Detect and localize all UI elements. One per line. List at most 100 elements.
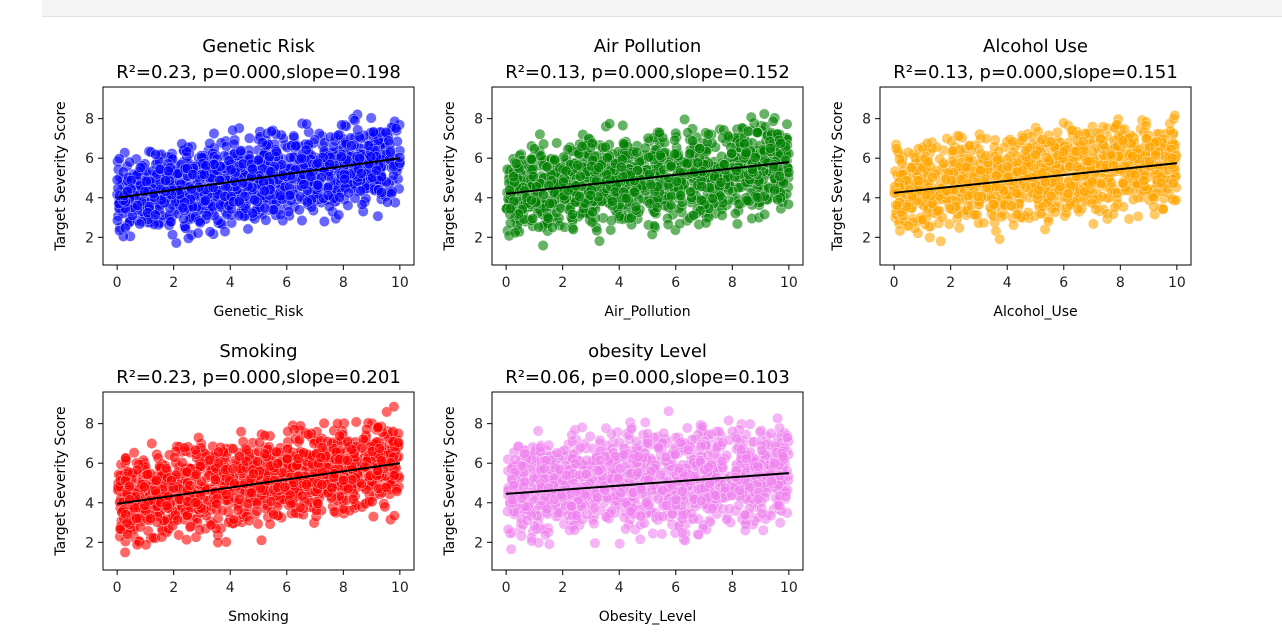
scatter-point bbox=[1129, 169, 1141, 181]
scatter-point bbox=[265, 126, 277, 137]
x-tick-label: 8 bbox=[1116, 275, 1125, 291]
chart-title: Genetic Risk bbox=[202, 36, 315, 57]
scatter-point bbox=[312, 157, 324, 169]
scatter-point bbox=[383, 135, 395, 147]
scatter-point bbox=[1169, 109, 1181, 121]
scatter-point bbox=[322, 189, 334, 201]
scatter-point bbox=[1138, 174, 1150, 186]
scatter-point bbox=[165, 216, 177, 228]
scatter-point bbox=[235, 426, 247, 438]
scatter-point bbox=[150, 149, 162, 160]
scatter-point bbox=[1011, 209, 1023, 221]
scatter-point bbox=[615, 161, 627, 173]
scatter-point bbox=[560, 165, 572, 177]
x-tick-label: 4 bbox=[1003, 275, 1012, 291]
scatter-point bbox=[365, 151, 377, 163]
scatter-point bbox=[527, 213, 539, 225]
scatter-point bbox=[181, 534, 193, 546]
scatter-point bbox=[508, 171, 520, 183]
scatter-point bbox=[943, 218, 955, 230]
y-tick-label: 8 bbox=[85, 112, 94, 128]
scatter-point bbox=[749, 152, 761, 163]
scatter-point bbox=[1077, 135, 1089, 147]
scatter-point bbox=[169, 451, 181, 463]
scatter-point bbox=[264, 518, 276, 530]
scatter-point bbox=[742, 125, 754, 137]
scatter-point bbox=[604, 118, 616, 130]
scatter-point bbox=[527, 170, 539, 182]
scatter-point bbox=[679, 113, 691, 125]
scatter-point bbox=[695, 194, 707, 206]
scatter-point bbox=[653, 127, 665, 139]
scatter-point bbox=[201, 210, 213, 221]
scatter-point bbox=[931, 205, 943, 217]
scatter-point bbox=[576, 141, 588, 152]
x-tick-label: 6 bbox=[1059, 275, 1068, 291]
scatter-points bbox=[112, 401, 405, 558]
scatter-point bbox=[921, 137, 933, 149]
scatter-point bbox=[259, 202, 271, 214]
scatter-point bbox=[783, 167, 795, 179]
scatter-point bbox=[394, 151, 406, 163]
scatter-point bbox=[729, 207, 741, 219]
scatter-point bbox=[894, 153, 905, 165]
scatter-point bbox=[731, 218, 743, 230]
scatter-point bbox=[362, 140, 374, 152]
scatter-point bbox=[586, 216, 598, 228]
scatter-point bbox=[162, 165, 174, 177]
chart-title: Alcohol Use bbox=[983, 36, 1088, 57]
scatter-point bbox=[354, 152, 366, 164]
scatter-point bbox=[926, 171, 938, 183]
scatter-point bbox=[767, 115, 779, 127]
scatter-point bbox=[551, 137, 563, 149]
scatter-point bbox=[917, 214, 928, 226]
scatter-point bbox=[669, 134, 681, 146]
scatter-point bbox=[544, 198, 556, 210]
y-tick-label: 4 bbox=[85, 191, 94, 207]
scatter-point bbox=[345, 140, 357, 152]
scatter-point bbox=[741, 194, 753, 206]
scatter-point bbox=[562, 143, 574, 155]
scatter-point bbox=[249, 194, 261, 206]
scatter-point bbox=[510, 158, 522, 170]
scatter-point bbox=[333, 209, 345, 221]
scatter-point bbox=[242, 223, 254, 235]
scatter-point bbox=[953, 130, 965, 142]
scatter-point bbox=[1010, 187, 1022, 199]
scatter-point bbox=[1070, 145, 1082, 157]
scatter-point bbox=[654, 149, 666, 161]
y-tick-label: 2 bbox=[862, 230, 871, 246]
scatter-point bbox=[334, 191, 346, 203]
scatter-point bbox=[185, 183, 197, 195]
scatter-point bbox=[645, 179, 657, 191]
scatter-point bbox=[227, 124, 239, 136]
scatter-point bbox=[722, 130, 734, 142]
scatter-point bbox=[781, 118, 793, 130]
scatter-point bbox=[371, 164, 383, 176]
y-tick-label: 6 bbox=[862, 151, 871, 167]
scatter-point bbox=[684, 148, 696, 160]
scatter-point bbox=[134, 162, 146, 174]
scatter-point bbox=[256, 534, 267, 546]
scatter-point bbox=[1167, 177, 1179, 189]
scatter-points bbox=[111, 109, 406, 249]
scatter-point bbox=[751, 127, 763, 138]
scatter-point bbox=[538, 138, 550, 150]
scatter-point bbox=[1109, 201, 1121, 213]
regression-line bbox=[894, 162, 1177, 194]
scatter-point bbox=[140, 176, 152, 188]
scatter-point bbox=[379, 501, 391, 513]
y-tick-label: 2 bbox=[474, 230, 483, 246]
scatter-point bbox=[1118, 123, 1130, 135]
y-tick-label: 4 bbox=[474, 191, 483, 207]
scatter-point bbox=[646, 228, 658, 240]
regression-line bbox=[506, 161, 789, 195]
scatter-point bbox=[301, 118, 312, 130]
y-tick-label: 4 bbox=[862, 191, 871, 207]
scatter-point bbox=[962, 177, 974, 189]
scatter-point bbox=[1105, 148, 1117, 160]
y-axis-label: Target Severity Score bbox=[830, 101, 846, 251]
scatter-point bbox=[247, 207, 259, 219]
scatter-point bbox=[1170, 194, 1182, 206]
